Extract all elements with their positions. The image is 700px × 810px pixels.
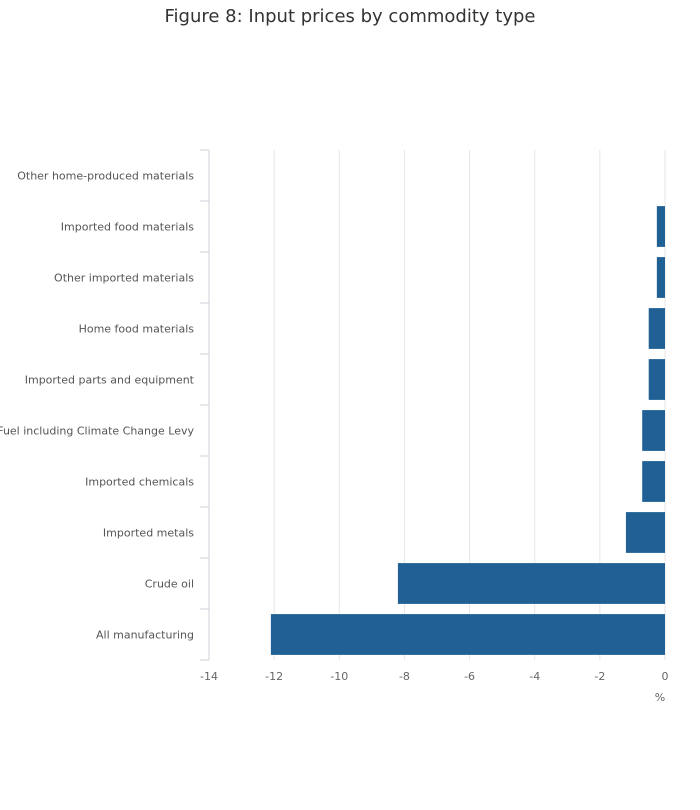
bar [397,563,665,604]
bar [642,410,665,451]
x-axis-label: % [655,691,665,704]
category-label: All manufacturing [96,629,194,642]
bar [656,206,665,247]
bar [656,257,665,298]
bar [642,461,665,502]
bars [270,206,665,655]
category-labels: Other home-produced materials Imported fo… [0,170,195,642]
category-label: Crude oil [145,578,194,591]
category-label: Imported metals [103,527,194,540]
x-tick-label: -8 [399,670,410,683]
category-label: Imported food materials [61,221,194,234]
category-label: Fuel including Climate Change Levy [0,425,194,438]
x-axis-ticks: -14 -12 -10 -8 -6 -4 -2 0 [200,670,668,683]
category-label: Imported parts and equipment [25,374,195,387]
x-tick-label: -4 [529,670,540,683]
category-label: Imported chemicals [85,476,194,489]
x-tick-label: -10 [330,670,348,683]
bar [625,512,665,553]
category-label: Home food materials [79,323,195,336]
x-tick-label: 0 [662,670,669,683]
x-tick-label: -6 [464,670,475,683]
category-label: Other home-produced materials [17,170,194,183]
chart-title: Figure 8: Input prices by commodity type [164,6,536,27]
x-tick-label: -12 [265,670,283,683]
bar [270,614,665,655]
category-label: Other imported materials [54,272,194,285]
y-axis [200,149,210,661]
bar [648,359,665,400]
x-tick-label: -14 [200,670,218,683]
x-tick-label: -2 [594,670,605,683]
bar [648,308,665,349]
